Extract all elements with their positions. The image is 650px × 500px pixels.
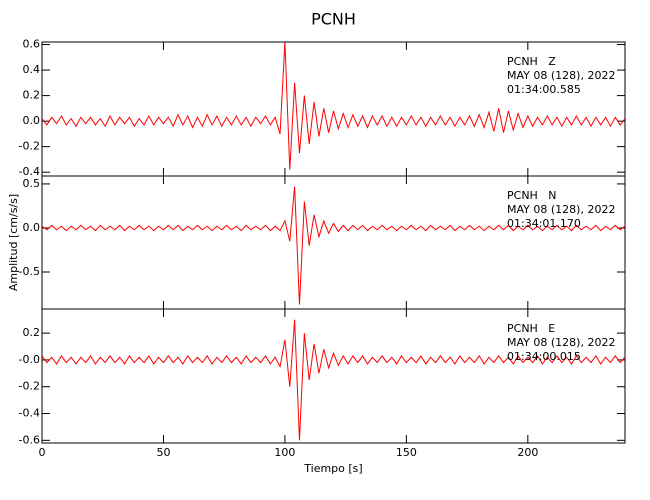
x-tick-label: 100 [274, 446, 295, 459]
y-tick-label: 0.0 [23, 221, 41, 234]
x-tick-label: 150 [396, 446, 417, 459]
panel-frame [41, 308, 626, 444]
y-tick-label: -0.4 [19, 407, 40, 420]
x-axis-label: Tiempo [s] [303, 462, 362, 475]
y-tick-label: 0.6 [23, 38, 41, 51]
waveform [41, 186, 626, 305]
y-tick-label: -0.6 [19, 433, 40, 446]
x-tick-label: 200 [517, 446, 538, 459]
annotation: MAY 08 (128), 2022 [507, 336, 615, 349]
y-tick-label: 0.5 [23, 177, 41, 190]
y-tick-label: -0.4 [19, 165, 40, 178]
annotation: MAY 08 (128), 2022 [507, 69, 615, 82]
y-axis-label: Amplitud [cm/s/s] [7, 194, 20, 291]
annotation: MAY 08 (128), 2022 [507, 203, 615, 216]
annotation: 01:34:01.170 [507, 217, 581, 230]
annotation: PCNH Z [507, 55, 556, 68]
y-tick-label: -0.5 [19, 265, 40, 278]
waveform [41, 319, 626, 441]
y-tick-label: 0.0 [23, 114, 41, 127]
annotation: PCNH N [507, 189, 557, 202]
x-tick-label: 0 [39, 446, 46, 459]
x-tick-label: 50 [156, 446, 170, 459]
y-tick-label: -0.2 [19, 380, 40, 393]
waveform [41, 41, 626, 170]
annotation: 01:34:00.585 [507, 83, 581, 96]
y-tick-label: -0.2 [19, 140, 40, 153]
annotation: 01:34:00.015 [507, 350, 581, 363]
chart-title: PCNH [311, 10, 356, 29]
y-tick-label: 0.4 [23, 63, 41, 76]
y-tick-label: -0.0 [19, 353, 40, 366]
annotation: PCNH E [507, 322, 555, 335]
y-tick-label: 0.2 [23, 326, 41, 339]
y-tick-label: 0.2 [23, 89, 41, 102]
